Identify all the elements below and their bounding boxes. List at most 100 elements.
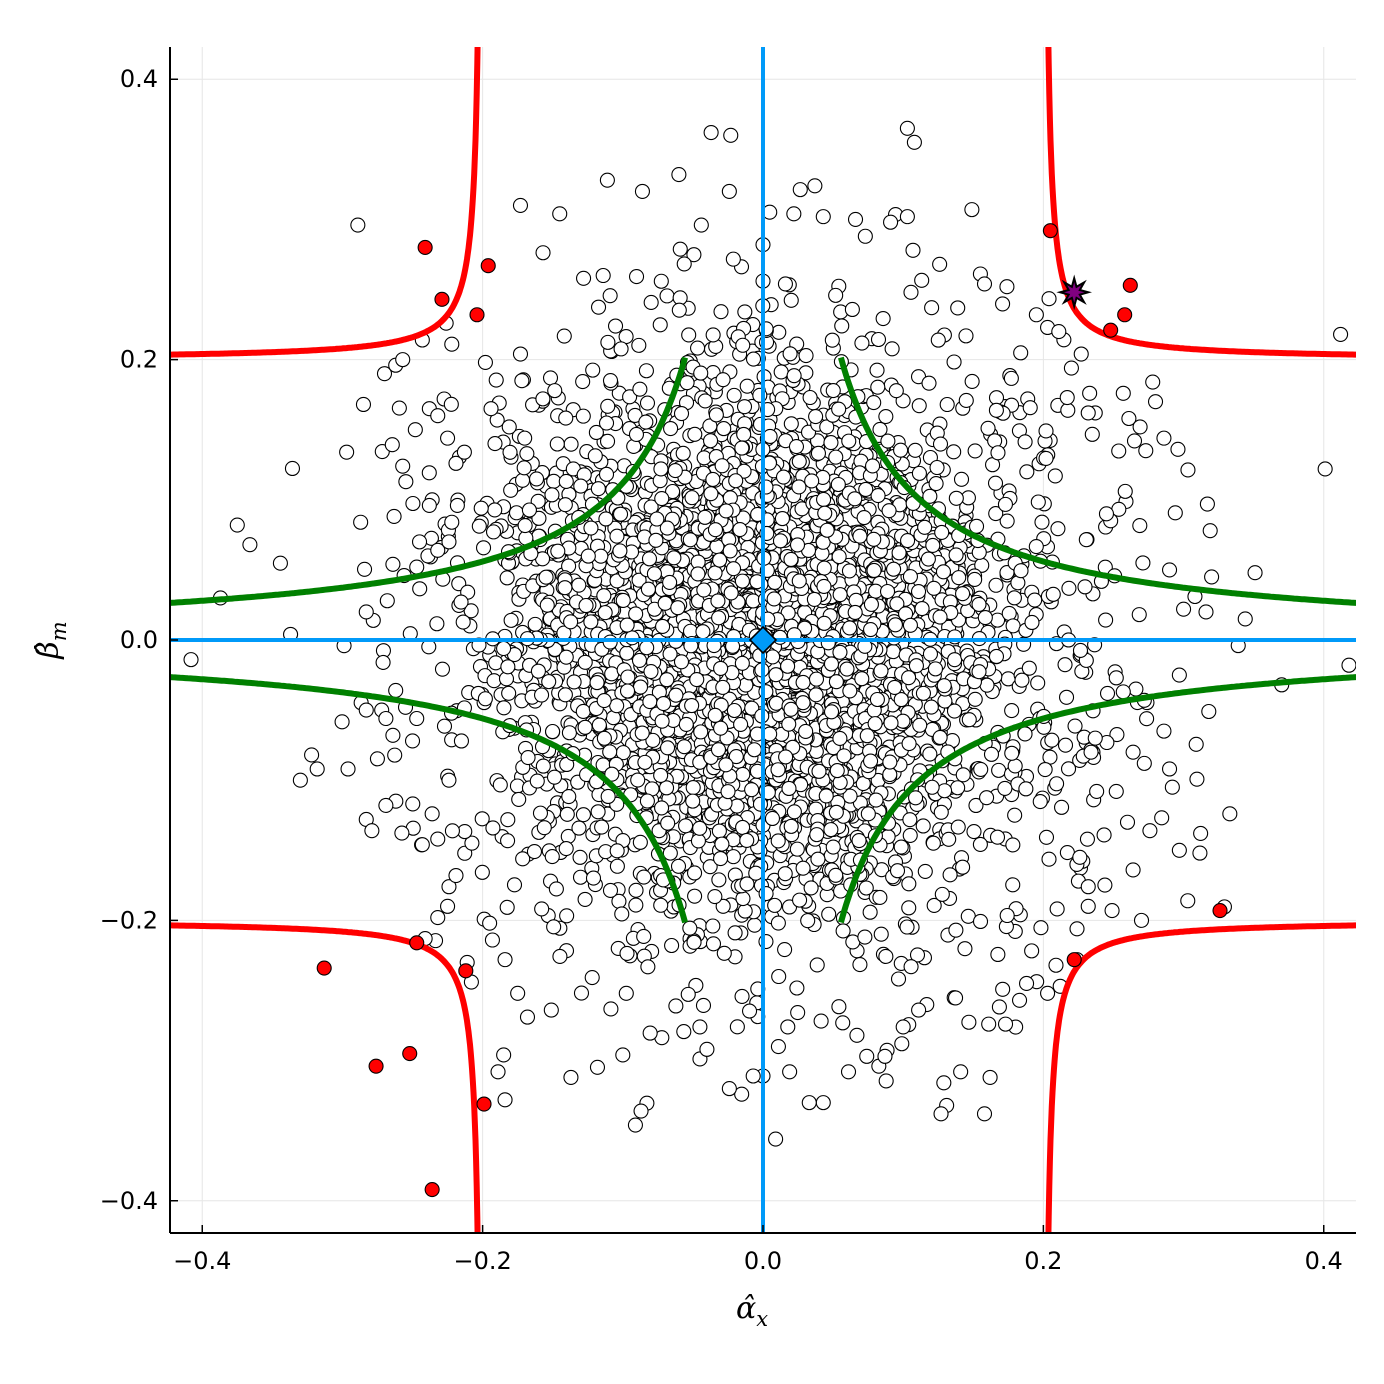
- sample-point: [660, 815, 676, 831]
- sample-point: [642, 694, 658, 710]
- sample-point: [501, 685, 517, 701]
- sample-point: [895, 1019, 911, 1035]
- sample-point: [764, 810, 781, 827]
- sample-point: [666, 550, 682, 566]
- sample-point: [884, 341, 900, 357]
- sample-point: [678, 818, 694, 834]
- sample-point: [571, 820, 587, 836]
- significant-points: [316, 223, 1228, 1198]
- sample-point: [430, 831, 446, 847]
- sample-point: [384, 437, 400, 453]
- sample-point: [448, 867, 464, 884]
- sample-point: [950, 819, 966, 835]
- sample-point: [961, 712, 977, 728]
- sample-point: [440, 430, 456, 446]
- sample-point: [902, 617, 918, 633]
- sample-point: [990, 946, 1006, 963]
- sample-point: [484, 932, 500, 948]
- sample-point: [593, 548, 609, 564]
- sample-point: [926, 897, 942, 914]
- sample-point: [391, 400, 407, 416]
- sample-point: [903, 959, 919, 975]
- sample-point: [1019, 975, 1035, 992]
- sample-point: [668, 687, 684, 703]
- sample-point: [869, 691, 885, 708]
- sample-point: [973, 761, 989, 777]
- sample-point: [557, 687, 573, 703]
- sample-point: [788, 438, 805, 455]
- sample-point: [891, 545, 907, 561]
- sample-point: [828, 867, 844, 883]
- sample-point: [914, 600, 930, 617]
- sample-point: [1005, 877, 1021, 893]
- sample-point: [888, 383, 904, 399]
- sample-point: [604, 666, 620, 682]
- sample-point: [573, 985, 590, 1001]
- sample-point: [394, 825, 410, 841]
- sample-point: [878, 948, 894, 965]
- sample-point: [917, 519, 933, 535]
- sample-point: [995, 981, 1011, 997]
- sample-point: [967, 443, 983, 459]
- sample-point: [831, 401, 847, 417]
- sample-point: [890, 971, 907, 987]
- y-tick-label: −0.2: [100, 906, 158, 934]
- sample-point: [976, 276, 993, 292]
- sample-point: [549, 436, 565, 452]
- sample-point: [477, 354, 493, 370]
- y-tick-label: −0.4: [100, 1187, 158, 1215]
- sample-point: [734, 988, 750, 1004]
- sample-point: [668, 998, 684, 1014]
- sample-point: [934, 524, 950, 540]
- green-boundary-curve: [170, 674, 688, 924]
- sample-point: [948, 547, 964, 563]
- significant-point: [417, 239, 433, 256]
- sample-point: [634, 725, 650, 741]
- sample-point: [834, 318, 850, 334]
- sample-point: [947, 652, 963, 668]
- sample-point: [870, 331, 887, 348]
- sample-point: [643, 499, 659, 515]
- sample-point: [932, 729, 948, 745]
- sample-point: [590, 299, 607, 315]
- sample-point: [618, 985, 634, 1001]
- sample-point: [951, 570, 967, 586]
- sample-point: [1072, 642, 1089, 659]
- sample-point: [847, 604, 863, 621]
- sample-point: [727, 925, 743, 941]
- sample-point: [612, 506, 629, 522]
- sample-point: [1017, 434, 1033, 450]
- sample-point: [867, 716, 883, 732]
- sample-point: [545, 723, 561, 740]
- sample-point: [941, 831, 957, 847]
- sample-point: [718, 503, 734, 519]
- sample-point: [840, 1064, 857, 1080]
- sample-point: [1007, 758, 1023, 774]
- sample-point: [832, 730, 848, 747]
- sample-point: [1072, 849, 1088, 865]
- sample-point: [980, 420, 996, 436]
- sample-point: [637, 754, 653, 770]
- sample-point: [901, 736, 917, 752]
- sample-point: [475, 540, 492, 556]
- sample-point: [829, 763, 845, 779]
- sample-point: [762, 428, 778, 445]
- sample-point: [692, 1019, 708, 1035]
- sample-point: [807, 178, 823, 194]
- sample-point: [1080, 405, 1096, 421]
- sample-point: [705, 936, 722, 952]
- sample-point: [631, 572, 647, 588]
- sample-point: [901, 900, 917, 916]
- sample-point: [1237, 611, 1253, 627]
- red-boundary-curve: [1045, 922, 1356, 1233]
- sample-point: [957, 941, 973, 957]
- sample-point: [557, 497, 573, 513]
- sample-point: [580, 548, 596, 564]
- sample-point: [715, 372, 731, 388]
- sample-point: [514, 373, 530, 389]
- sample-point: [791, 453, 807, 469]
- sample-point: [1007, 807, 1023, 823]
- sample-point: [902, 812, 918, 828]
- sample-point: [781, 716, 797, 732]
- sample-point: [782, 1064, 798, 1080]
